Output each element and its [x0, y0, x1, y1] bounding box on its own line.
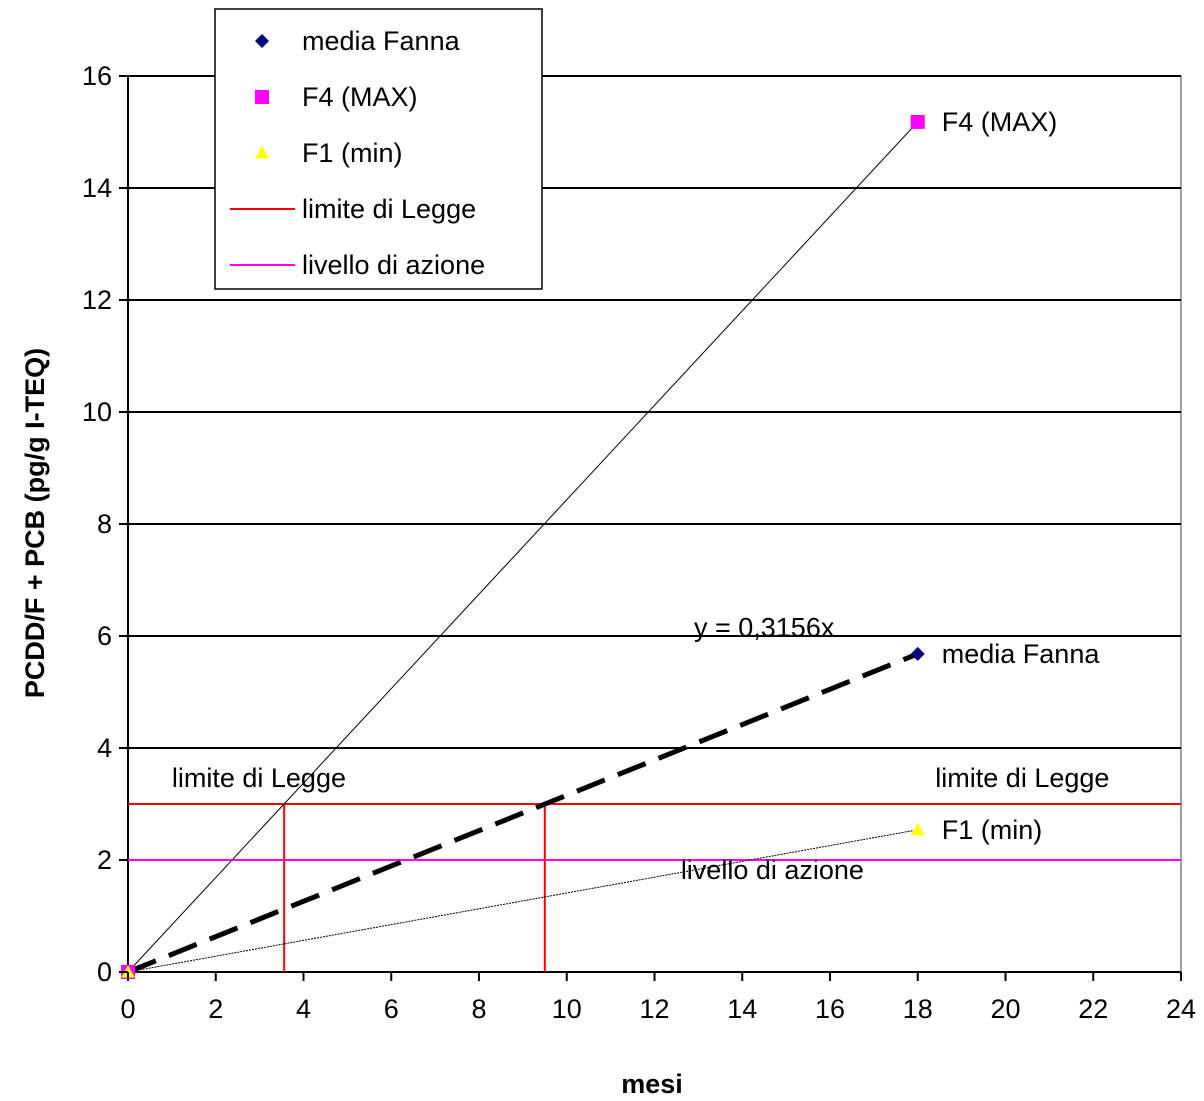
x-tick-label-24: 24 — [1166, 994, 1196, 1024]
legend-label-f4-max: F4 (MAX) — [302, 82, 418, 112]
x-tick-label-20: 20 — [990, 994, 1020, 1024]
x-tick-label-4: 4 — [296, 994, 311, 1024]
legend-item-limite-di-legge: limite di Legge — [230, 194, 476, 224]
data-markers — [121, 114, 925, 979]
marker-f4-max-1 — [910, 114, 925, 129]
x-tick-label-18: 18 — [903, 994, 933, 1024]
legend-label-f1-min: F1 (min) — [302, 138, 403, 168]
x-axis-ticks: 0 2 4 6 8 10 12 14 16 18 20 22 24 — [120, 972, 1196, 1024]
point-label-f1-min: F1 (min) — [942, 815, 1043, 845]
y-tick-label-16: 16 — [82, 61, 112, 91]
y-tick-label-6: 6 — [97, 621, 112, 651]
legend-label-livello-di-azione: livello di azione — [302, 250, 485, 280]
trend-lines — [127, 121, 919, 975]
legend-marker-media-fanna — [255, 34, 269, 48]
trend-equation-label: y = 0,3156x — [694, 613, 835, 643]
y-tick-label-12: 12 — [82, 285, 112, 315]
x-tick-label-6: 6 — [384, 994, 399, 1024]
x-tick-label-14: 14 — [727, 994, 757, 1024]
legend-box — [214, 8, 543, 290]
y-tick-label-10: 10 — [82, 397, 112, 427]
legend-marker-f4-max — [255, 90, 269, 104]
trendline-f1-min — [127, 829, 918, 973]
trendline-f4-max — [127, 121, 919, 973]
x-tick-label-10: 10 — [552, 994, 582, 1024]
threshold-lines — [128, 803, 1181, 972]
x-tick-label-22: 22 — [1078, 994, 1108, 1024]
legend-item-f4-max: F4 (MAX) — [255, 82, 418, 112]
annotation-limite-di-legge-1: limite di Legge — [172, 763, 346, 793]
legend-item-livello-di-azione: livello di azione — [230, 250, 485, 280]
y-tick-label-4: 4 — [97, 733, 112, 763]
y-tick-label-8: 8 — [97, 509, 112, 539]
marker-f1-min-1 — [910, 822, 925, 836]
y-tick-label-2: 2 — [97, 845, 112, 875]
annotation-livello-di-azione-3: livello di azione — [681, 855, 864, 885]
x-tick-label-0: 0 — [120, 994, 135, 1024]
point-labels: media Fanna F4 (MAX) F1 (min) y = 0,3156x li… — [172, 107, 1110, 885]
marker-media-fanna-1 — [910, 646, 925, 661]
point-label-f4-max: F4 (MAX) — [942, 107, 1058, 137]
legend-label-limite-di-legge: limite di Legge — [302, 194, 476, 224]
x-tick-label-16: 16 — [815, 994, 845, 1024]
point-label-media-fanna: media Fanna — [942, 639, 1101, 669]
x-tick-label-8: 8 — [471, 994, 486, 1024]
legend: media Fanna F4 (MAX) F1 (min) limite di Leg… — [214, 8, 543, 290]
x-tick-label-12: 12 — [639, 994, 669, 1024]
legend-label-media-fanna: media Fanna — [302, 26, 461, 56]
y-axis-ticks: 0 2 4 6 8 10 12 14 16 — [82, 61, 128, 987]
y-tick-label-14: 14 — [82, 173, 112, 203]
legend-marker-f1-min — [255, 146, 269, 159]
annotation-limite-di-legge-2: limite di Legge — [935, 763, 1109, 793]
x-tick-label-2: 2 — [208, 994, 223, 1024]
legend-item-f1-min: F1 (min) — [255, 138, 403, 168]
trendline-media-fanna — [127, 651, 919, 975]
legend-item-media-fanna: media Fanna — [255, 26, 461, 56]
y-tick-label-0: 0 — [97, 957, 112, 987]
x-axis-title: mesi — [621, 1069, 683, 1099]
y-axis-title: PCDD/F + PCB (pg/g I-TEQ) — [20, 348, 50, 698]
